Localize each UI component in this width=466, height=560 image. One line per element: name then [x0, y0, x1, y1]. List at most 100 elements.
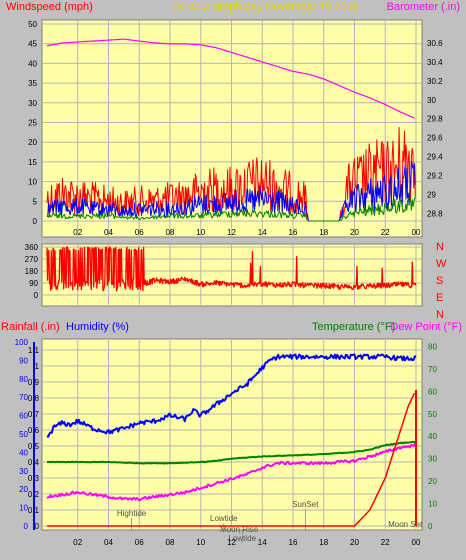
barometer-tick: 29.2 — [427, 172, 443, 181]
direction-y-tick: 180 — [25, 267, 39, 276]
windspeed-gust-line — [46, 127, 416, 222]
event-marker-label: SunSet — [292, 500, 319, 509]
temp-x-tick: 00 — [412, 538, 421, 547]
wind-direction-line — [46, 246, 417, 292]
rain-tick: 0.8 — [28, 394, 40, 403]
wind-x-tick: 16 — [289, 228, 298, 237]
temp-x-tick: 14 — [258, 538, 267, 547]
rain-tick: 0.2 — [28, 490, 40, 499]
barometer-tick: 30 — [427, 96, 436, 105]
compass-letter: W — [436, 258, 447, 270]
wind-x-tick: 12 — [227, 228, 236, 237]
windspeed-low-line — [46, 197, 417, 222]
barometer-tick: 28.8 — [427, 209, 443, 218]
temperature-tick: 30 — [428, 455, 437, 464]
humidity-tick: 100 — [15, 338, 29, 347]
temp-x-tick: 04 — [104, 538, 113, 547]
wind-y-tick: 5 — [33, 197, 38, 206]
temp-x-tick: 06 — [135, 538, 144, 547]
rain-tick: 1 — [35, 362, 40, 371]
rain-tick: 1.1 — [28, 346, 40, 355]
temp-x-tick: 20 — [350, 538, 359, 547]
rainfall-axis-label: Rainfall (.in) — [1, 321, 60, 333]
rain-tick: 0.7 — [28, 410, 40, 419]
wind-y-tick: 15 — [28, 158, 37, 167]
temperature-tick: 0 — [428, 522, 433, 531]
barometer-axis-label: Barometer (.in) — [387, 1, 460, 13]
rain-tick: 0.1 — [28, 506, 40, 515]
temperature-tick: 70 — [428, 365, 437, 374]
humidity-tick: 70 — [19, 393, 28, 402]
temperature-line — [46, 440, 417, 465]
windspeed-axis-label: Windspeed (mph) — [6, 1, 93, 13]
humidity-tick: 60 — [19, 412, 28, 421]
barometer-tick: 29.4 — [427, 153, 443, 162]
wind-x-tick: 22 — [381, 228, 390, 237]
windspeed-avg-line — [46, 160, 416, 222]
barometer-tick: 29.8 — [427, 115, 443, 124]
temp-x-tick: 10 — [196, 538, 205, 547]
temperature-tick: 80 — [428, 342, 437, 351]
wind-y-tick: 10 — [28, 178, 37, 187]
wind-y-tick: 25 — [28, 119, 37, 128]
humidity-tick: 90 — [19, 356, 28, 365]
direction-y-tick: 270 — [25, 255, 39, 264]
rain-tick: 0.3 — [28, 474, 40, 483]
wind-x-tick: 18 — [319, 228, 328, 237]
humidity-tick: 40 — [19, 448, 28, 457]
barometer-tick: 30.4 — [427, 58, 443, 67]
event-marker-label: Lowtide — [228, 534, 256, 543]
rainfall-line — [47, 392, 416, 527]
temp-x-tick: 18 — [319, 538, 328, 547]
barometer-line — [46, 38, 415, 119]
barometer-tick: 30.2 — [427, 77, 443, 86]
barometer-tick: 29 — [427, 190, 436, 199]
wind-y-tick: 45 — [28, 40, 37, 49]
series-lines — [46, 38, 417, 527]
wind-y-tick: 30 — [28, 99, 37, 108]
event-marker-label: Moon Rise — [220, 525, 259, 534]
humidity-tick: 80 — [19, 375, 28, 384]
compass-letter: E — [436, 292, 443, 304]
temp-x-tick: 16 — [289, 538, 298, 547]
direction-y-tick: 360 — [25, 243, 39, 252]
wind-y-tick: 50 — [28, 20, 37, 29]
humidity-line — [46, 353, 417, 438]
event-marker-label: Lowtide — [210, 514, 238, 523]
temperature-tick: 60 — [428, 387, 437, 396]
direction-y-tick: 0 — [34, 291, 39, 300]
temp-x-tick: 02 — [73, 538, 82, 547]
rain-tick: 0.9 — [28, 378, 40, 387]
temp-x-tick: 08 — [166, 538, 175, 547]
wind-x-tick: 20 — [350, 228, 359, 237]
rain-tick: 0.5 — [28, 442, 40, 451]
wind-x-tick: 08 — [166, 228, 175, 237]
temperature-tick: 50 — [428, 410, 437, 419]
barometer-tick: 30.6 — [427, 39, 443, 48]
wind-y-tick: 0 — [33, 217, 38, 226]
rain-tick: 0.4 — [28, 458, 40, 467]
temperature-tick: 10 — [428, 500, 437, 509]
event-marker-label: Moon Set — [388, 520, 423, 529]
chart-title: 24 hour graph day November 15 2018 — [173, 1, 359, 13]
temperature-tick: 20 — [428, 477, 437, 486]
temperature-axis-label: Temperature (°F) — [312, 321, 395, 333]
wind-y-tick: 20 — [28, 138, 37, 147]
humidity-tick: 30 — [19, 467, 28, 476]
wind-y-tick: 35 — [28, 79, 37, 88]
humidity-tick: 20 — [19, 485, 28, 494]
compass-letter: N — [436, 241, 444, 253]
barometer-tick: 29.6 — [427, 134, 443, 143]
wind-x-tick: 06 — [135, 228, 144, 237]
compass-letter: S — [436, 275, 443, 287]
wind-y-tick: 40 — [28, 59, 37, 68]
humidity-tick: 50 — [19, 430, 28, 439]
dewpoint-line — [46, 443, 417, 502]
dewpoint-axis-label: Dew Point (°F) — [390, 321, 462, 333]
temperature-tick: 40 — [428, 432, 437, 441]
wind-x-tick: 14 — [258, 228, 267, 237]
wind-x-tick: 00 — [412, 228, 421, 237]
humidity-tick: 10 — [19, 504, 28, 513]
